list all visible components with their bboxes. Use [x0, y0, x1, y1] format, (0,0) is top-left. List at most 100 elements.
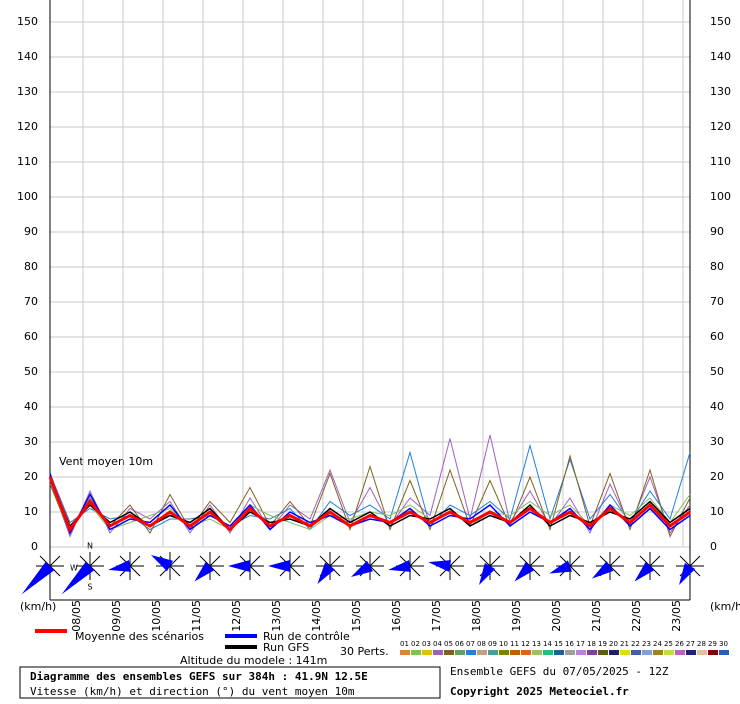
member-swatch: [565, 650, 575, 655]
member-swatch: [609, 650, 619, 655]
y-tick-label: 0: [31, 540, 38, 553]
y-unit: (km/h): [20, 600, 56, 613]
y2-tick-label: 80: [710, 260, 724, 273]
member-label: 23: [642, 640, 651, 648]
member-swatch: [708, 650, 718, 655]
wind-wedge: [21, 561, 55, 595]
wind-wedge: [428, 560, 452, 572]
member-swatch: [477, 650, 487, 655]
member-label: 13: [532, 640, 541, 648]
member-swatch: [686, 650, 696, 655]
y-tick-label: 30: [24, 435, 38, 448]
x-tick-label: 15/05: [350, 600, 363, 632]
x-tick-label: 23/05: [670, 600, 683, 632]
y2-unit: (km/h): [710, 600, 740, 613]
member-label: 25: [664, 640, 673, 648]
x-tick-label: 18/05: [470, 600, 483, 632]
member-label: 02: [411, 640, 420, 648]
y-tick-label: 120: [17, 120, 38, 133]
member-swatch: [719, 650, 729, 655]
member-swatch: [411, 650, 421, 655]
member-swatch: [664, 650, 674, 655]
y-tick-label: 80: [24, 260, 38, 273]
member-label: 12: [521, 640, 530, 648]
y2-tick-label: 10: [710, 505, 724, 518]
y2-tick-label: 110: [710, 155, 731, 168]
member-label: 22: [631, 640, 640, 648]
member-swatch: [499, 650, 509, 655]
member-label: 11: [510, 640, 519, 648]
member-swatch: [543, 650, 553, 655]
member-swatch: [532, 650, 542, 655]
series-line: [49, 443, 691, 531]
y-tick-label: 130: [17, 85, 38, 98]
member-swatch: [400, 650, 410, 655]
member-label: 15: [554, 640, 563, 648]
member-label: 21: [620, 640, 629, 648]
y2-tick-label: 20: [710, 470, 724, 483]
chart-title: Diagramme des ensembles GEFS sur 384h : …: [30, 670, 368, 683]
y2-tick-label: 0: [710, 540, 717, 553]
x-tick-label: 22/05: [630, 600, 643, 632]
member-label: 16: [565, 640, 574, 648]
member-swatch: [510, 650, 520, 655]
y2-tick-label: 120: [710, 120, 731, 133]
x-tick-label: 17/05: [430, 600, 443, 632]
member-swatch: [455, 650, 465, 655]
member-swatch: [554, 650, 564, 655]
member-label: 01: [400, 640, 409, 648]
member-swatch: [488, 650, 498, 655]
subtitle: Vitesse (km/h) et direction (°) du vent …: [30, 685, 355, 698]
compass-label: W: [70, 564, 78, 573]
x-tick-label: 11/05: [190, 600, 203, 632]
member-swatch: [521, 650, 531, 655]
y-tick-label: 110: [17, 155, 38, 168]
x-tick-label: 08/05: [70, 600, 83, 632]
member-label: 18: [587, 640, 596, 648]
y2-tick-label: 90: [710, 225, 724, 238]
member-label: 28: [697, 640, 706, 648]
y2-tick-label: 30: [710, 435, 724, 448]
wind-wedge: [108, 560, 132, 572]
x-tick-label: 21/05: [590, 600, 603, 632]
compass-label: N: [87, 542, 93, 551]
x-tick-label: 12/05: [230, 600, 243, 632]
member-swatch: [444, 650, 454, 655]
wind-wedge: [679, 563, 696, 586]
wind-wedge: [591, 561, 614, 579]
y-tick-label: 40: [24, 400, 38, 413]
member-label: 27: [686, 640, 695, 648]
wind-wedge: [150, 555, 173, 572]
compass-label: S: [87, 583, 92, 592]
legend-label: Moyenne des scénarios: [75, 630, 204, 643]
wind-wedge: [317, 562, 335, 585]
wind-wedge: [388, 560, 412, 572]
y-tick-label: 100: [17, 190, 38, 203]
run-label: Ensemble GEFS du 07/05/2025 - 12Z: [450, 665, 669, 678]
member-swatch: [576, 650, 586, 655]
member-swatch: [598, 650, 608, 655]
wind-wedge: [479, 563, 496, 586]
member-swatch: [422, 650, 432, 655]
wind-wedge: [228, 560, 250, 572]
member-label: 03: [422, 640, 431, 648]
member-swatch: [620, 650, 630, 655]
wind-wedge: [268, 560, 290, 572]
x-tick-label: 19/05: [510, 600, 523, 632]
series-title: Vent moyen 10m: [59, 455, 153, 468]
member-label: 14: [543, 640, 552, 648]
member-label: 07: [466, 640, 475, 648]
y2-tick-label: 140: [710, 50, 731, 63]
member-label: 09: [488, 640, 497, 648]
y-tick-label: 60: [24, 330, 38, 343]
member-swatch: [433, 650, 443, 655]
x-tick-label: 16/05: [390, 600, 403, 632]
x-tick-label: 10/05: [150, 600, 163, 632]
y-tick-label: 90: [24, 225, 38, 238]
y2-tick-label: 60: [710, 330, 724, 343]
y2-tick-label: 130: [710, 85, 731, 98]
member-swatch: [631, 650, 641, 655]
legend-label: Run GFS: [263, 641, 309, 654]
y2-tick-label: 70: [710, 295, 724, 308]
x-tick-label: 13/05: [270, 600, 283, 632]
